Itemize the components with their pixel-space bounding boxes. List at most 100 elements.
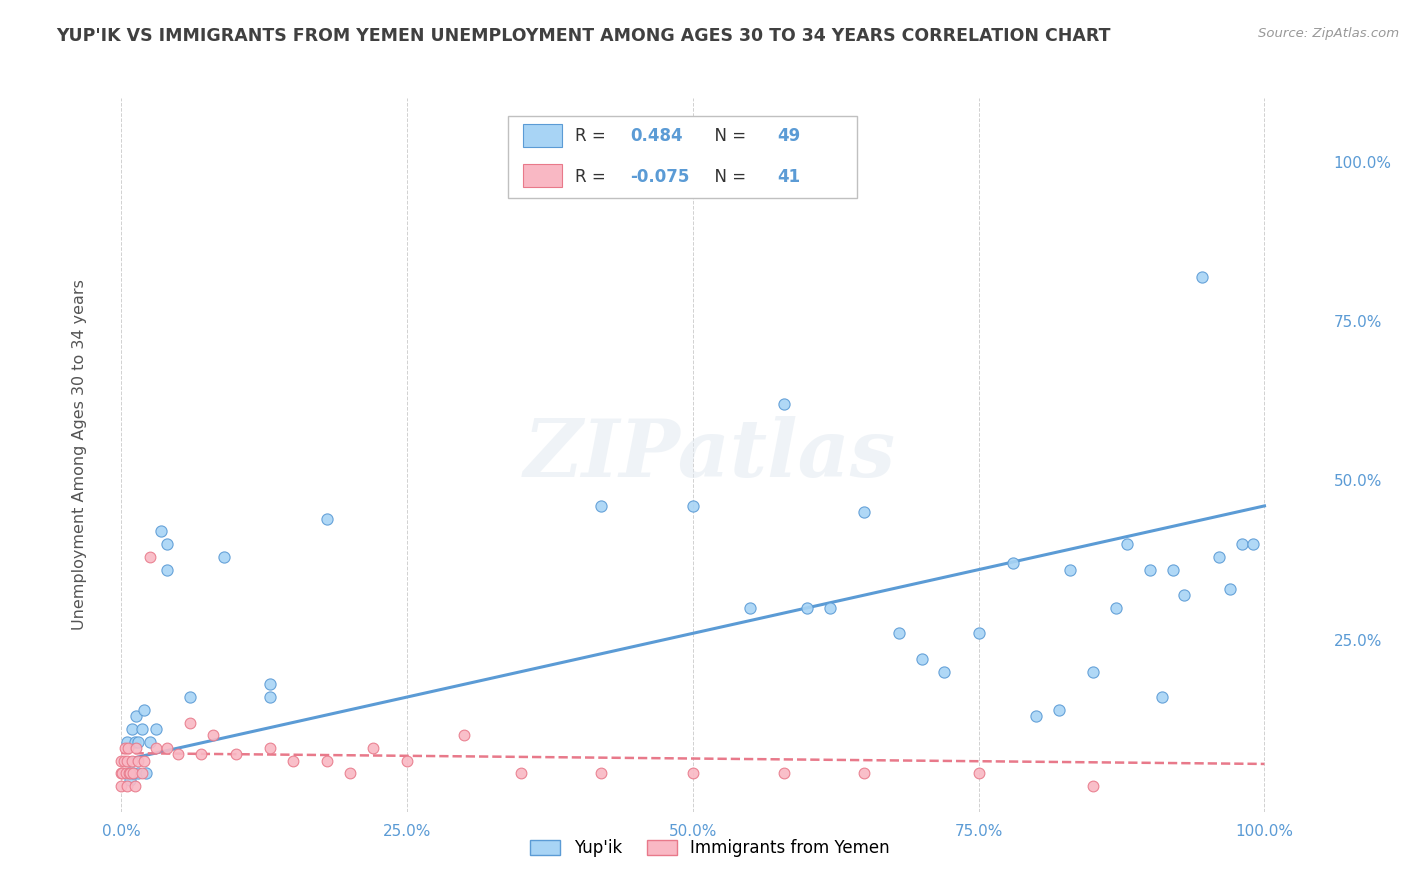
Point xyxy=(1025,709,1047,723)
Point xyxy=(259,677,281,691)
Point xyxy=(115,766,138,780)
Point xyxy=(156,741,179,756)
Point xyxy=(1116,537,1139,551)
Point xyxy=(1161,563,1184,577)
Text: N =: N = xyxy=(704,127,751,145)
Point xyxy=(115,779,138,793)
Point xyxy=(316,754,339,768)
Point xyxy=(738,600,761,615)
Point xyxy=(1241,537,1264,551)
Point xyxy=(1047,703,1070,717)
Point xyxy=(396,754,419,768)
Point xyxy=(510,766,533,780)
Point xyxy=(453,728,475,742)
Point xyxy=(179,715,201,730)
Point xyxy=(120,766,142,780)
Point xyxy=(131,766,153,780)
Point xyxy=(139,734,162,748)
Point xyxy=(361,741,384,756)
Point xyxy=(887,626,910,640)
Point xyxy=(1173,588,1195,602)
Point xyxy=(773,766,796,780)
Point xyxy=(967,626,990,640)
Point xyxy=(115,734,138,748)
Point xyxy=(1191,269,1213,284)
Point xyxy=(145,722,167,736)
FancyBboxPatch shape xyxy=(523,124,562,146)
Point xyxy=(1208,549,1230,564)
Text: Source: ZipAtlas.com: Source: ZipAtlas.com xyxy=(1258,27,1399,40)
Point xyxy=(117,741,139,756)
Point xyxy=(1081,779,1104,793)
Point xyxy=(121,766,143,780)
Point xyxy=(190,747,212,762)
Point xyxy=(156,537,179,551)
Point xyxy=(910,652,932,666)
Point xyxy=(1150,690,1173,704)
Point xyxy=(1139,563,1161,577)
Point xyxy=(127,734,149,748)
Point xyxy=(121,722,143,736)
Point xyxy=(114,741,136,756)
Point xyxy=(591,499,613,513)
Point xyxy=(145,741,167,756)
Point xyxy=(1219,582,1241,596)
Point xyxy=(1059,563,1081,577)
Point xyxy=(591,766,613,780)
Text: N =: N = xyxy=(704,168,751,186)
Point xyxy=(118,766,141,780)
Point xyxy=(225,747,247,762)
Point xyxy=(110,766,132,780)
Point xyxy=(127,766,149,780)
Point xyxy=(259,690,281,704)
Point xyxy=(110,754,132,768)
Point xyxy=(125,709,148,723)
Point xyxy=(1230,537,1253,551)
Point xyxy=(967,766,990,780)
FancyBboxPatch shape xyxy=(523,164,562,187)
Point xyxy=(339,766,361,780)
Point xyxy=(167,747,190,762)
Text: YUP'IK VS IMMIGRANTS FROM YEMEN UNEMPLOYMENT AMONG AGES 30 TO 34 YEARS CORRELATI: YUP'IK VS IMMIGRANTS FROM YEMEN UNEMPLOY… xyxy=(56,27,1111,45)
Point xyxy=(212,549,235,564)
Text: R =: R = xyxy=(575,127,612,145)
Point xyxy=(682,499,704,513)
Point xyxy=(853,766,876,780)
Point xyxy=(124,734,146,748)
Point xyxy=(121,754,143,768)
Point xyxy=(124,779,146,793)
Point xyxy=(121,766,143,780)
Point xyxy=(316,511,339,525)
Point xyxy=(134,703,156,717)
Point xyxy=(112,754,135,768)
Point xyxy=(118,766,141,780)
Point xyxy=(201,728,224,742)
Text: R =: R = xyxy=(575,168,612,186)
Point xyxy=(127,754,149,768)
Legend: Yup'ik, Immigrants from Yemen: Yup'ik, Immigrants from Yemen xyxy=(523,833,897,864)
Point xyxy=(111,766,134,780)
Text: 49: 49 xyxy=(778,127,800,145)
Point xyxy=(150,524,173,539)
Point xyxy=(134,754,156,768)
Point xyxy=(125,741,148,756)
Y-axis label: Unemployment Among Ages 30 to 34 years: Unemployment Among Ages 30 to 34 years xyxy=(72,279,87,631)
Point xyxy=(682,766,704,780)
Point xyxy=(135,766,157,780)
Point xyxy=(259,741,281,756)
Point xyxy=(156,563,179,577)
Text: 41: 41 xyxy=(778,168,800,186)
Point xyxy=(120,772,142,787)
Point xyxy=(110,779,132,793)
Point xyxy=(131,722,153,736)
Point xyxy=(773,397,796,411)
Point xyxy=(818,600,841,615)
Point xyxy=(796,600,818,615)
FancyBboxPatch shape xyxy=(508,116,856,198)
Text: ZIPatlas: ZIPatlas xyxy=(524,417,896,493)
Point xyxy=(1105,600,1128,615)
Point xyxy=(179,690,201,704)
Text: 0.484: 0.484 xyxy=(630,127,683,145)
Point xyxy=(139,549,162,564)
Text: -0.075: -0.075 xyxy=(630,168,690,186)
